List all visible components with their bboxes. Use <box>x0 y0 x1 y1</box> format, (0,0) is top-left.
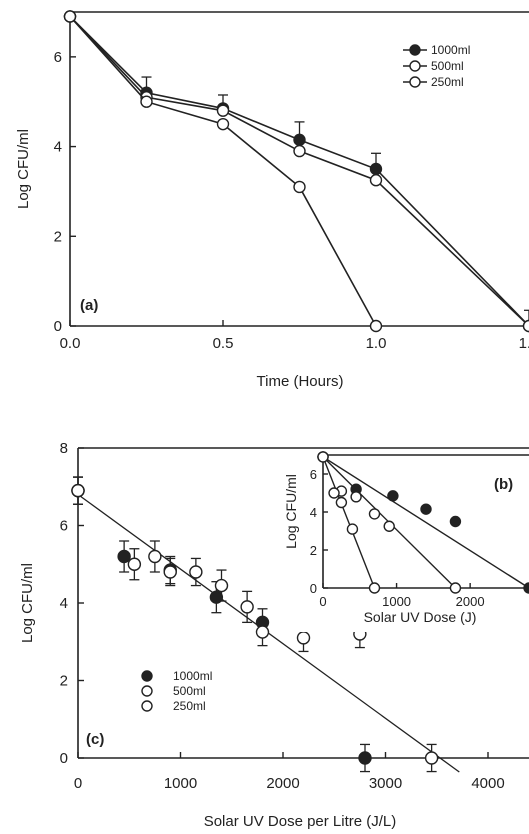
series-line <box>69 15 529 327</box>
data-point <box>350 491 362 503</box>
data-point <box>216 117 230 131</box>
legend-marker <box>141 700 153 712</box>
y-tick-label: 8 <box>60 440 68 457</box>
y-tick-label: 6 <box>310 467 317 482</box>
x-tick-label: 0.0 <box>60 335 81 352</box>
data-point <box>523 582 529 594</box>
panel-label: (a) <box>80 297 98 314</box>
y-tick-label: 4 <box>310 505 317 520</box>
data-point <box>335 496 348 509</box>
data-point <box>522 319 529 333</box>
x-tick-label: 0 <box>319 594 326 609</box>
data-point <box>368 582 381 594</box>
y-tick-label: 2 <box>310 543 317 558</box>
legend-marker <box>141 670 153 682</box>
data-point <box>449 515 462 528</box>
y-tick-label: 0 <box>310 581 317 596</box>
data-point <box>449 582 462 594</box>
y-axis-label: Log CFU/ml <box>15 129 32 209</box>
data-point <box>358 751 372 765</box>
data-point <box>293 144 306 158</box>
x-axis-label: Solar UV Dose (J) <box>364 609 477 625</box>
y-tick-label: 0 <box>54 318 62 335</box>
panel-label: (c) <box>86 731 104 748</box>
legend-label: 1000ml <box>173 669 212 683</box>
fit-line <box>322 456 376 589</box>
data-point <box>216 104 230 117</box>
legend-label: 1000ml <box>431 43 470 57</box>
y-tick-label: 4 <box>54 139 62 156</box>
data-point <box>383 520 395 532</box>
x-tick-label: 2000 <box>266 775 299 792</box>
y-tick-label: 4 <box>60 595 68 612</box>
chart-b: 0 1000 2000 0 2 4 6 Solar UV Dose (J) Log CFU/ml… <box>283 451 529 625</box>
x-tick-label: 1000 <box>382 594 411 609</box>
x-tick-label: 0.5 <box>213 335 234 352</box>
y-tick-label: 2 <box>54 228 62 245</box>
x-tick-label: 1.5 <box>519 335 529 352</box>
data-point <box>127 557 142 571</box>
data-point <box>387 490 399 502</box>
data-point <box>368 508 381 520</box>
data-point <box>71 483 85 498</box>
data-point <box>369 162 383 176</box>
data-point <box>369 174 383 187</box>
data-point <box>189 565 203 579</box>
data-point <box>369 319 383 333</box>
x-axis-label: Solar UV Dose per Litre (J/L) <box>204 813 397 830</box>
data-point <box>255 625 270 639</box>
legend-marker <box>409 60 421 72</box>
series-250ml <box>317 451 381 594</box>
x-tick-label: 2000 <box>456 594 485 609</box>
data-point <box>293 133 306 147</box>
legend-marker <box>409 44 421 56</box>
series-line <box>69 15 529 327</box>
data-point <box>317 451 329 463</box>
data-point <box>420 503 432 515</box>
x-tick-label: 0 <box>74 775 82 792</box>
fit-line <box>322 456 529 589</box>
data-point <box>163 565 177 579</box>
y-tick-label: 2 <box>60 673 68 690</box>
data-point <box>140 95 153 108</box>
data-point <box>148 549 162 564</box>
data-point <box>328 487 340 499</box>
legend: 1000ml 500ml 250ml <box>403 43 470 89</box>
y-tick-label: 6 <box>54 49 62 66</box>
legend-label: 250ml <box>173 699 206 713</box>
data-point <box>424 751 439 765</box>
x-tick-label: 4000 <box>471 775 504 792</box>
x-tick-label: 3000 <box>369 775 402 792</box>
panel-label: (b) <box>494 476 513 493</box>
legend-label: 250ml <box>431 75 464 89</box>
inset-background <box>279 449 529 632</box>
series-250ml <box>71 476 367 653</box>
data-point <box>63 10 77 23</box>
data-point <box>117 549 131 564</box>
data-point <box>240 600 254 614</box>
data-point <box>296 631 311 645</box>
data-point <box>346 523 359 535</box>
legend-label: 500ml <box>431 59 464 73</box>
data-point <box>214 578 229 593</box>
y-tick-label: 0 <box>60 750 68 767</box>
legend-label: 500ml <box>173 684 206 698</box>
chart-a: 0.0 0.5 1.0 1.5 0 2 4 6 Time (Hours) Log CFU/ml (a… <box>15 10 529 390</box>
series-1000ml <box>63 10 529 333</box>
y-axis-label: Log CFU/ml <box>19 563 36 643</box>
x-axis-label: Time (Hours) <box>257 373 344 390</box>
legend-marker <box>141 685 153 697</box>
chart-c: 0 1000 2000 3000 4000 0 2 4 6 8 Solar UV Dose per … <box>19 440 529 830</box>
series-250ml <box>63 10 383 333</box>
y-axis-label: Log CFU/ml <box>283 474 299 549</box>
legend-marker <box>409 76 421 88</box>
x-tick-label: 1.0 <box>366 335 387 352</box>
data-point <box>209 590 224 604</box>
y-tick-label: 6 <box>60 518 68 535</box>
data-point <box>293 180 306 194</box>
x-tick-label: 1000 <box>164 775 197 792</box>
